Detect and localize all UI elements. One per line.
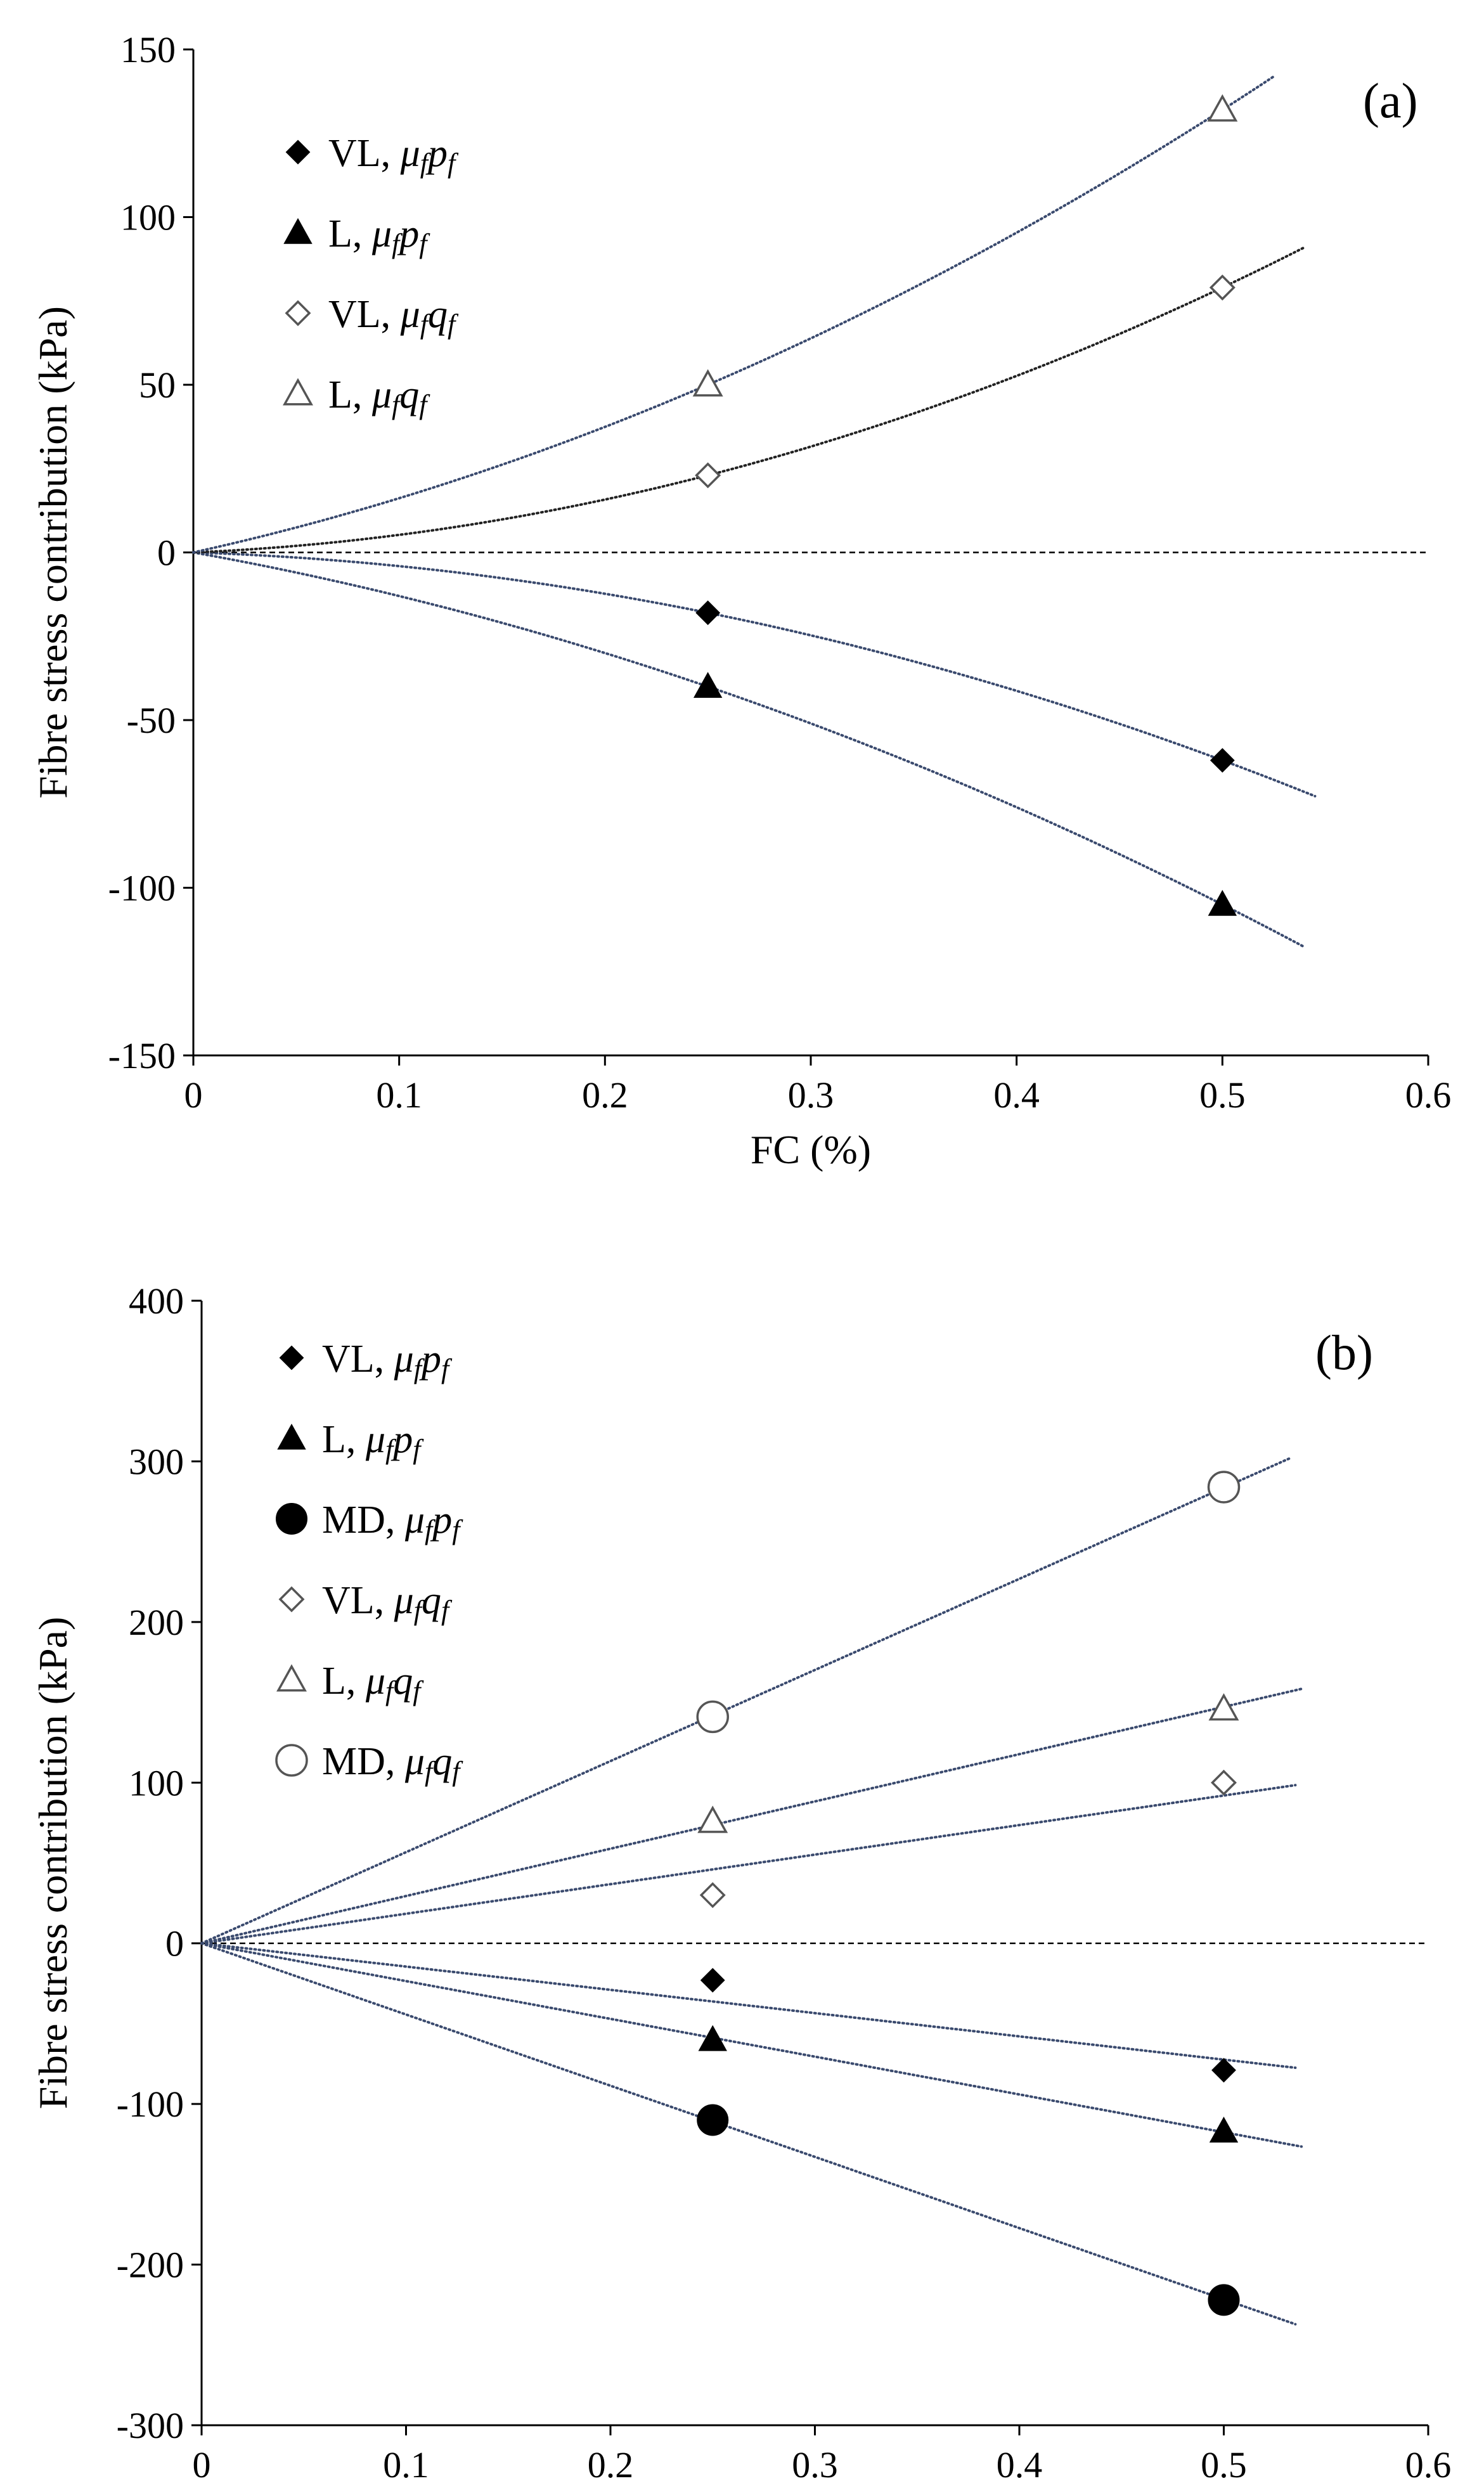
panel-label: (b) [1315, 1325, 1373, 1380]
x-tick-label: 0.3 [788, 1074, 834, 1116]
data-point [1208, 889, 1237, 916]
legend-entry: VL, μfqf [328, 293, 459, 340]
legend-entry: L, μfqf [328, 373, 430, 420]
data-point [692, 369, 723, 397]
data-point [1208, 1693, 1239, 1721]
x-tick-label: 0.2 [588, 2444, 634, 2485]
data-point [693, 672, 723, 698]
y-tick-label: 100 [129, 1762, 184, 1803]
legend-marker [275, 1744, 308, 1777]
data-point [1209, 2117, 1239, 2143]
legend-entry: MD, μfqf [322, 1740, 463, 1787]
legend-entry: VL, μfqf [322, 1579, 453, 1626]
x-tick-label: 0.4 [993, 1074, 1040, 1116]
data-point [1211, 1769, 1237, 1796]
panel-a-chart: -150 -100 -50 0 50 100 150 0 0.1 0.2 0.3 0.4 0.5 0.6 F… [30, 29, 1451, 1172]
legend-marker [285, 139, 311, 165]
x-tick-label: 0.5 [1201, 2444, 1247, 2485]
data-point [1210, 748, 1235, 773]
legend-marker [285, 300, 311, 326]
trendline-2 [192, 246, 1307, 554]
y-tick-label: 100 [120, 197, 176, 238]
data-point [700, 1968, 725, 1993]
trendline-3 [200, 1784, 1297, 1945]
x-tick-label: 0.1 [383, 2444, 429, 2485]
y-tick-label: -100 [108, 868, 176, 909]
data-point [699, 1882, 726, 1909]
legend-marker [279, 1345, 304, 1370]
trendline-1 [192, 551, 1307, 949]
x-tick-label: 0.4 [997, 2444, 1043, 2485]
data-point [698, 2025, 727, 2051]
legend-entry: L, μfpf [322, 1418, 424, 1465]
y-axis-title: Fibre stress contribution (kPa) [30, 306, 75, 799]
trendline-5 [200, 1457, 1291, 1945]
y-axis-title: Fibre stress contribution (kPa) [30, 1617, 75, 2110]
y-tick-label: 0 [165, 1923, 184, 1964]
y-tick-label: -50 [127, 700, 176, 741]
x-tick-label: 0.1 [376, 1074, 422, 1116]
trendline-2 [200, 1942, 1297, 2326]
y-tick-label: -300 [117, 2405, 184, 2446]
x-tick-label: 0.2 [582, 1074, 628, 1116]
data-point [1207, 94, 1238, 122]
trendline-0 [200, 1942, 1297, 2069]
y-tick-label: 150 [120, 29, 176, 70]
y-tick-label: 300 [129, 1441, 184, 1482]
data-point [697, 2104, 729, 2136]
trendline-0 [192, 551, 1317, 797]
y-tick-label: 0 [157, 532, 176, 574]
y-tick-label: -200 [117, 2245, 184, 2286]
data-point [696, 1700, 729, 1734]
x-tick-label: 0.6 [1405, 1074, 1452, 1116]
trendline-4 [200, 1687, 1303, 1945]
legend-marker [276, 1664, 307, 1692]
legend-marker [278, 1586, 305, 1613]
legend-marker [283, 217, 313, 244]
data-point [1207, 1471, 1241, 1504]
x-tick-label: 0 [184, 1074, 203, 1116]
legend-entry: VL, μfpf [328, 132, 459, 179]
legend-marker [283, 378, 313, 406]
data-point [1211, 2058, 1236, 2083]
data-point [695, 600, 721, 626]
data-point [697, 1805, 728, 1833]
trendline-1 [200, 1942, 1303, 2148]
data-point [1209, 274, 1236, 301]
legend-entry: L, μfpf [328, 212, 430, 259]
legend: VL, μfpf L, μfpf MD, μfpf VL, μfqf L, μfqf MD… [275, 1337, 463, 1787]
x-axis-title: FC (%) [751, 1127, 871, 1172]
x-tick-label: 0.3 [792, 2444, 838, 2485]
legend-entry: L, μfqf [322, 1660, 424, 1706]
legend-entry: VL, μfpf [322, 1337, 453, 1384]
y-tick-label: 400 [129, 1280, 184, 1322]
legend-entry: MD, μfpf [322, 1499, 463, 1545]
y-tick-label: 200 [129, 1602, 184, 1643]
x-tick-label: 0.5 [1199, 1074, 1246, 1116]
panel-b-chart: -300 -200 -100 0 100 200 300 400 0 0.1 0.2 0.3 0.4 0.… [30, 1280, 1452, 2485]
x-tick-label: 0.6 [1405, 2444, 1452, 2485]
panel-label: (a) [1363, 73, 1418, 128]
y-tick-label: -150 [108, 1035, 176, 1076]
data-point [1208, 2284, 1240, 2316]
data-point [695, 462, 721, 489]
trendline-3 [192, 75, 1275, 554]
legend-marker [277, 1423, 306, 1450]
y-tick-label: -100 [117, 2084, 184, 2125]
legend: VL, μfpf L, μfpf VL, μfqf L, μfqf [283, 132, 459, 420]
y-tick-label: 50 [139, 364, 176, 406]
legend-marker [276, 1503, 307, 1535]
x-tick-label: 0 [193, 2444, 211, 2485]
